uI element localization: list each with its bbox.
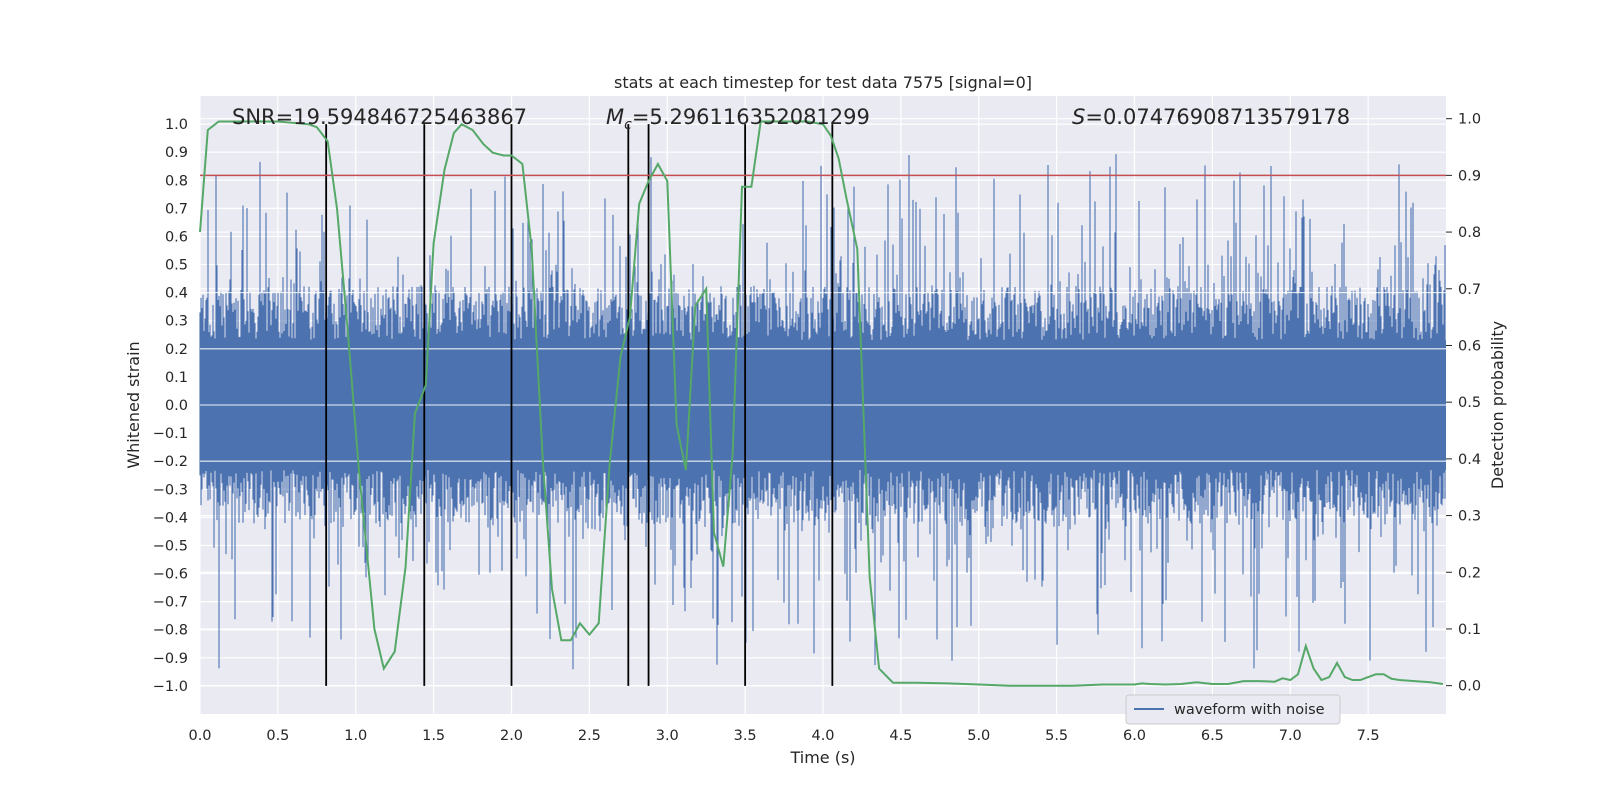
waveform-layer [199, 154, 1446, 670]
chirp-mass-annotation: Mc=5.296116352081299 [606, 105, 870, 133]
x-tick-label: 7.5 [1357, 728, 1380, 744]
y-tick-label-left: −0.4 [153, 510, 188, 526]
ticks-layer: 0.0 0.5 1.0 1.5 2.0 2.5 3.0 3.5 4.0 4.5 5.0 5.5 6.0 6… [153, 112, 1481, 744]
s-value: =0.07476908713579178 [1085, 105, 1350, 129]
y-tick-label-left: 1.0 [165, 117, 188, 133]
snr-annotation: SNR=19.594846725463867 [232, 105, 527, 129]
y-tick-label-right: 0.3 [1458, 509, 1481, 525]
y-tick-label-right: 1.0 [1458, 112, 1481, 128]
vertical-lines-layer [325, 124, 834, 686]
legend-label-waveform: waveform with noise [1174, 702, 1325, 718]
chirp-mass-subscript: c [624, 117, 632, 133]
detection-probability-line [199, 120, 1444, 687]
chirp-mass-symbol: M [606, 105, 624, 129]
y-tick-label-left: 0.7 [165, 201, 188, 217]
y-tick-label-left: −1.0 [153, 679, 188, 695]
legend-box [1125, 694, 1341, 725]
y-tick-label-right: 0.7 [1458, 282, 1481, 298]
y-tick-label-left: 0.5 [165, 258, 188, 274]
y-tick-label-left: −0.6 [153, 567, 188, 583]
y-axis-label-right: Detection probability [1488, 321, 1507, 489]
x-tick-label: 4.5 [889, 728, 912, 744]
y-tick-label-left: −0.9 [153, 651, 188, 667]
x-tick-label: 4.0 [811, 728, 834, 744]
probability-layer [199, 120, 1446, 687]
x-tick-label: 2.0 [500, 728, 523, 744]
y-tick-label-left: 0.4 [165, 286, 188, 302]
y-tick-label-left: −0.8 [153, 623, 188, 639]
x-tick-label: 3.5 [734, 728, 757, 744]
y-tick-label-right: 0.8 [1458, 225, 1481, 241]
y-tick-label-left: −0.3 [153, 482, 188, 498]
y-tick-label-right: 0.1 [1458, 622, 1481, 638]
x-tick-label: 0.0 [188, 728, 211, 744]
y-axis-label-left: Whitened strain [124, 341, 143, 468]
x-tick-label: 6.0 [1123, 728, 1146, 744]
x-tick-label: 1.5 [422, 728, 445, 744]
x-tick-label: 3.0 [656, 728, 679, 744]
y-tick-label-left: −0.2 [153, 454, 188, 470]
x-tick-label: 0.5 [266, 728, 289, 744]
legend: waveform with noise [1125, 694, 1341, 725]
x-tick-label: 6.5 [1201, 728, 1224, 744]
y-tick-label-left: −0.1 [153, 426, 188, 442]
chart-title: stats at each timestep for test data 757… [614, 73, 1032, 92]
y-tick-label-left: 0.3 [165, 314, 188, 330]
waveform-with-noise-line [199, 154, 1446, 670]
y-tick-label-left: 0.0 [165, 398, 188, 414]
chirp-mass-value: =5.296116352081299 [632, 105, 870, 129]
y-tick-label-right: 0.6 [1458, 338, 1481, 354]
y-tick-label-left: 0.6 [165, 229, 188, 245]
y-tick-label-right: 0.5 [1458, 395, 1481, 411]
y-tick-label-left: −0.5 [153, 538, 188, 554]
y-tick-label-right: 0.2 [1458, 565, 1481, 581]
y-tick-label-right: 0.9 [1458, 168, 1481, 184]
s-annotation: S=0.07476908713579178 [1072, 105, 1350, 129]
y-tick-label-right: 0.0 [1458, 679, 1481, 695]
x-axis-label: Time (s) [789, 748, 855, 767]
x-tick-label: 2.5 [578, 728, 601, 744]
x-tick-label: 1.0 [344, 728, 367, 744]
y-tick-label-right: 0.4 [1458, 452, 1481, 468]
x-tick-label: 7.0 [1279, 728, 1302, 744]
s-symbol: S [1072, 105, 1085, 129]
y-tick-label-left: 0.1 [165, 370, 188, 386]
x-tick-label: 5.5 [1045, 728, 1068, 744]
y-tick-label-left: 0.2 [165, 342, 188, 358]
y-tick-label-left: −0.7 [153, 595, 188, 611]
y-tick-label-left: 0.8 [165, 173, 188, 189]
x-tick-label: 5.0 [967, 728, 990, 744]
y-tick-label-left: 0.9 [165, 145, 188, 161]
